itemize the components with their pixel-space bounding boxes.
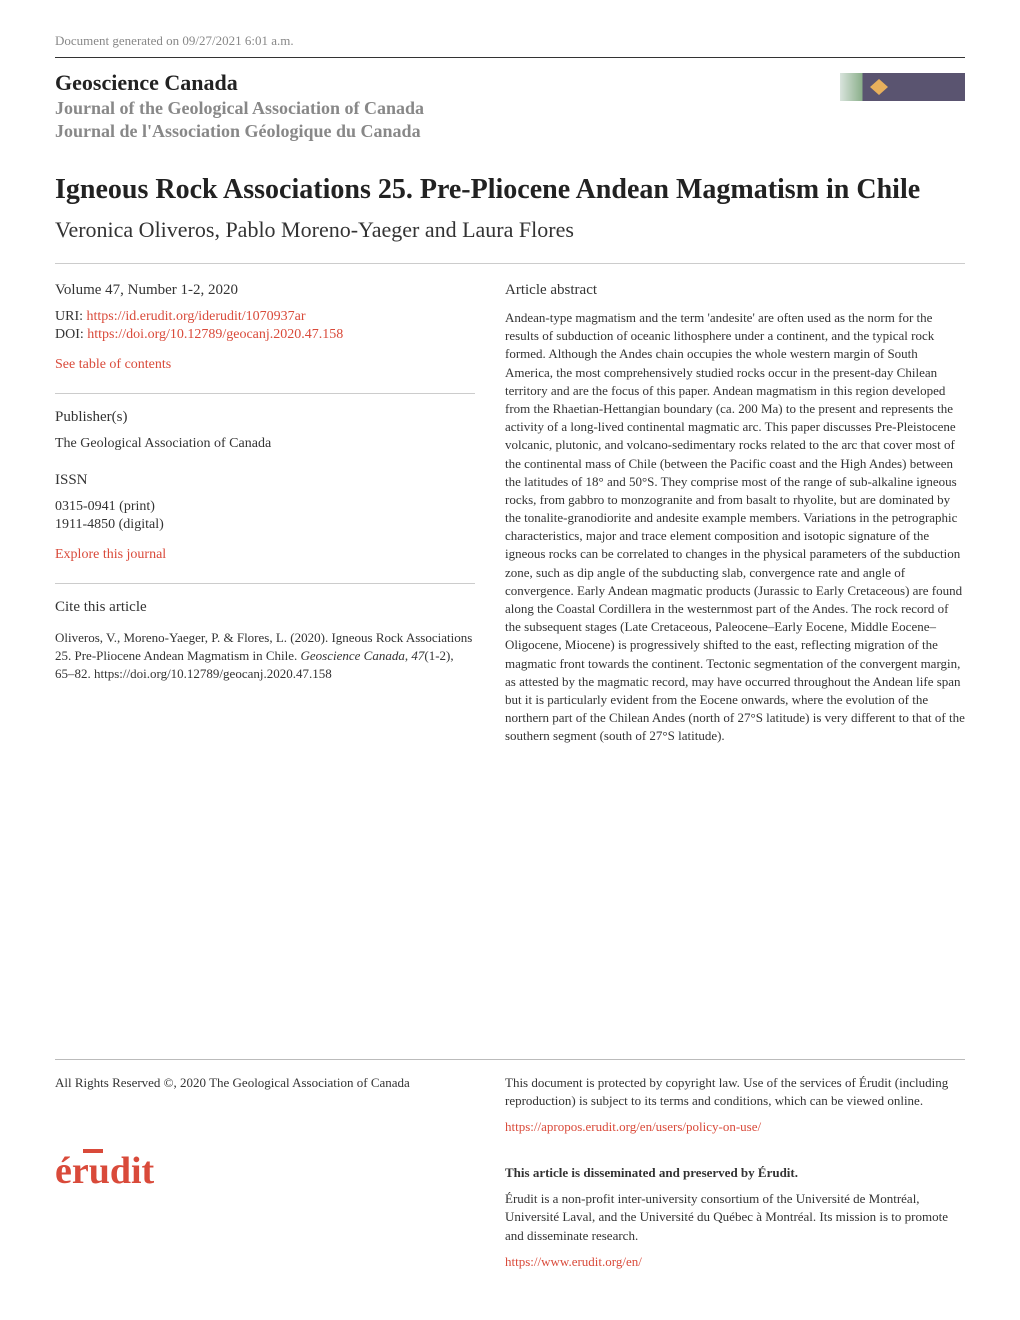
journal-header: Geoscience Canada Journal of the Geologi… xyxy=(55,70,965,142)
publisher-name: The Geological Association of Canada xyxy=(55,436,475,452)
disseminated-body: Érudit is a non-profit inter-university … xyxy=(505,1190,965,1245)
article-authors: Veronica Oliveros, Pablo Moreno-Yaeger a… xyxy=(55,217,965,243)
citation-volume-italic: 47 xyxy=(411,648,424,663)
uri-label: URI: xyxy=(55,309,87,324)
doi-line: DOI: https://doi.org/10.12789/geocanj.20… xyxy=(55,327,475,343)
footer: All Rights Reserved ©, 2020 The Geologic… xyxy=(55,1059,965,1280)
metadata-column: Volume 47, Number 1-2, 2020 URI: https:/… xyxy=(55,282,475,759)
abstract-text: Andean-type magmatism and the term 'ande… xyxy=(505,309,965,746)
journal-cover-thumbnail xyxy=(840,73,965,101)
copyright-text: This document is protected by copyright … xyxy=(505,1074,965,1110)
journal-subtitle-en: Journal of the Geological Association of… xyxy=(55,98,424,119)
cite-heading: Cite this article xyxy=(55,599,475,616)
issn-heading: ISSN xyxy=(55,472,475,489)
abstract-column: Article abstract Andean-type magmatism a… xyxy=(505,282,965,759)
policy-link[interactable]: https://apropos.erudit.org/en/users/poli… xyxy=(505,1119,761,1134)
explore-journal-link[interactable]: Explore this journal xyxy=(55,547,166,562)
journal-subtitle-fr: Journal de l'Association Géologique du C… xyxy=(55,121,424,142)
rights-text: All Rights Reserved ©, 2020 The Geologic… xyxy=(55,1074,475,1092)
divider xyxy=(55,263,965,264)
citation-journal-italic: Geoscience Canada xyxy=(301,648,405,663)
abstract-heading: Article abstract xyxy=(505,282,965,299)
citation-text: Oliveros, V., Moreno-Yaeger, P. & Flores… xyxy=(55,629,475,684)
doi-link[interactable]: https://doi.org/10.12789/geocanj.2020.47… xyxy=(87,327,343,342)
svg-text:érudit: érudit xyxy=(55,1150,155,1192)
article-title: Igneous Rock Associations 25. Pre-Plioce… xyxy=(55,172,965,207)
issn-print: 0315-0941 (print) xyxy=(55,499,475,515)
generation-date: Document generated on 09/27/2021 6:01 a.… xyxy=(55,33,965,58)
journal-title: Geoscience Canada xyxy=(55,70,424,96)
issue-info: Volume 47, Number 1-2, 2020 xyxy=(55,282,475,299)
issn-digital: 1911-4850 (digital) xyxy=(55,517,475,533)
erudit-logo: érudit xyxy=(55,1147,475,1195)
uri-link[interactable]: https://id.erudit.org/iderudit/1070937ar xyxy=(87,309,306,324)
erudit-link[interactable]: https://www.erudit.org/en/ xyxy=(505,1254,642,1269)
doi-label: DOI: xyxy=(55,327,87,342)
publisher-heading: Publisher(s) xyxy=(55,409,475,426)
disseminated-heading: This article is disseminated and preserv… xyxy=(505,1164,965,1182)
uri-line: URI: https://id.erudit.org/iderudit/1070… xyxy=(55,309,475,325)
table-of-contents-link[interactable]: See table of contents xyxy=(55,357,171,372)
